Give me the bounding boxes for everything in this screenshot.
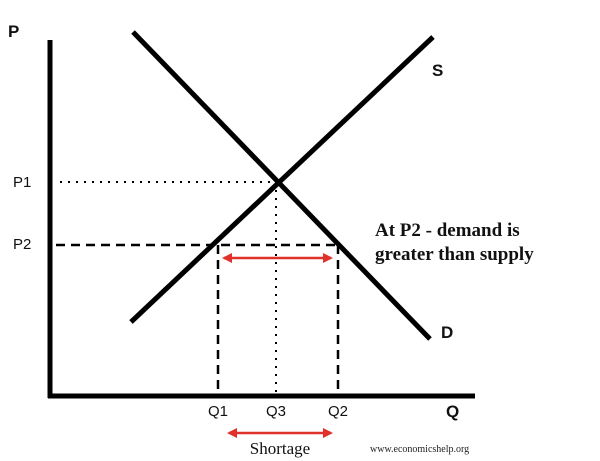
demand-label: D xyxy=(441,323,453,342)
p1-label: P1 xyxy=(13,174,31,191)
supply-label: S xyxy=(432,61,443,80)
y-axis-label: P xyxy=(8,22,19,41)
x-axis-label: Q xyxy=(446,402,459,421)
annotation-line-2: greater than supply xyxy=(375,244,534,265)
q3-label: Q3 xyxy=(266,403,286,420)
demand-curve xyxy=(131,30,432,341)
supply-curve xyxy=(129,35,435,324)
shortage-label: Shortage xyxy=(250,439,310,458)
p2-label: P2 xyxy=(13,236,31,253)
annotation-line-1: At P2 - demand is xyxy=(375,220,520,241)
watermark: www.economicshelp.org xyxy=(370,444,469,455)
q2-label: Q2 xyxy=(328,403,348,420)
q1-label: Q1 xyxy=(208,403,228,420)
